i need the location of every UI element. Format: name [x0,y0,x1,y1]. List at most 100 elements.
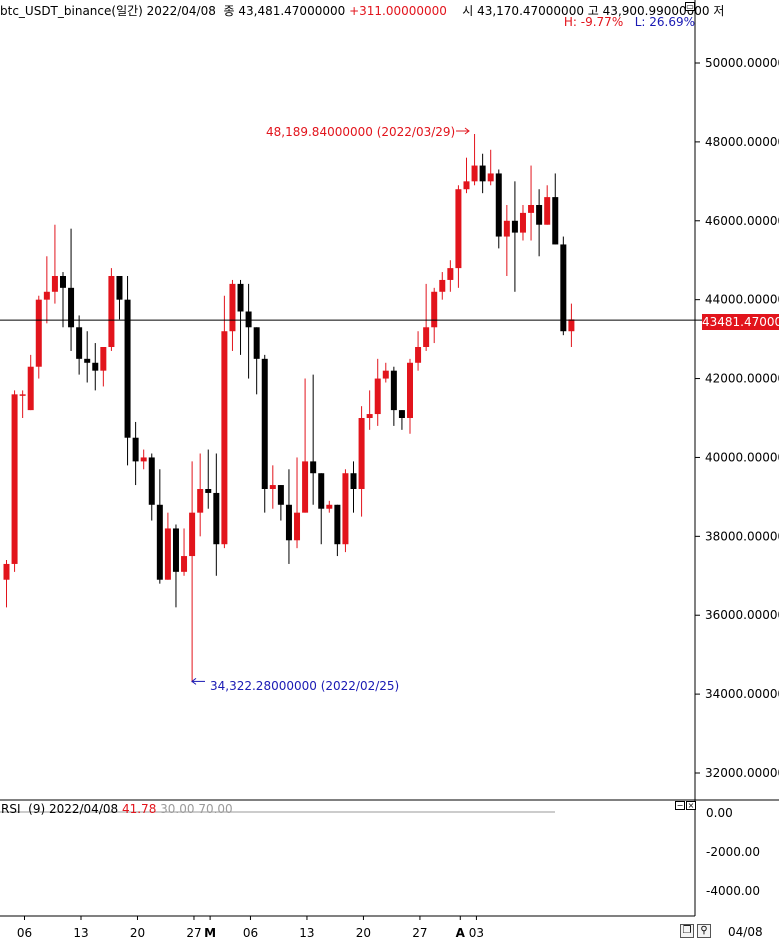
candle-body [390,370,397,411]
rsi-label: RSI [1,802,21,816]
candle [237,279,244,355]
candle [285,469,292,564]
candle [342,469,349,553]
date-tick-label: 20 [356,926,371,939]
candle-body [528,205,535,213]
low-label: 저 [713,4,725,18]
candle-body [181,556,188,572]
open-label: 시 [462,4,474,18]
candle [92,343,99,391]
date-tick-label: 13 [299,926,314,939]
candle [11,390,18,572]
candle [302,378,309,513]
current-price-text: 43481.470000 [702,315,779,329]
candle-body [148,457,155,505]
candle [415,331,422,371]
candle-body [463,181,470,190]
candle-body [245,311,252,328]
candle [269,465,276,509]
candle-body [471,165,478,182]
candle-body [415,347,422,363]
candle [326,500,333,513]
candle-body [568,319,575,332]
candle-body [156,504,163,580]
candle-body [407,362,413,418]
candle-body [124,299,131,438]
candle-body [479,165,486,182]
candle-body [164,528,171,580]
copy-icon[interactable]: ❐ [680,924,694,938]
rsi-params: (9) [28,802,46,816]
price-tick-label: 38000.000000 [705,529,779,543]
candle [495,169,502,249]
candle-body [495,173,502,237]
price-tick-label: 34000.000000 [705,687,779,701]
date-tick-label: 13 [73,926,88,939]
candle [205,449,212,509]
date-tick-label: 20 [130,926,145,939]
candle [59,272,66,328]
candle [197,453,204,537]
candle-body [108,276,115,347]
candle [294,457,301,549]
candle-body [172,528,179,572]
candle-body [3,563,10,580]
chart-minimize-button[interactable]: ▭ [685,2,695,11]
candle-body [310,461,317,474]
candle [310,374,317,505]
rsi-close-button[interactable]: × [686,801,696,810]
date-tick-label: 06 [17,926,32,939]
candle [455,185,462,288]
candle [318,473,325,545]
rsi-tick-1: -2000.00 [706,845,760,859]
candle-body [511,220,518,233]
candle-body [253,327,260,359]
candle-body [503,220,510,237]
rsi-value: 41.78 [121,802,157,816]
candle [536,189,543,257]
candle [172,524,179,608]
candle [245,283,252,379]
candle-body [302,461,309,513]
close-value: 43,481.47000000 [238,4,346,18]
candle-body [43,291,50,300]
candle [140,449,147,470]
candle-body [374,378,381,415]
max-arrow-head [464,127,470,135]
candle [544,185,551,225]
rsi-header: RSI (9) 2022/04/08 41.78 30.00 70.00 [1,802,233,816]
candle [189,461,196,683]
candle [3,560,10,608]
candle-body [229,283,236,332]
candle-body [358,418,365,489]
candle [511,181,518,292]
candle-body [366,414,373,418]
date-tick-label: A [456,926,466,939]
candle [181,528,188,576]
candle-body [536,205,543,225]
candle [358,406,365,517]
candle [390,366,397,426]
candle-body [11,394,18,564]
candle [447,260,454,292]
candle-body [237,283,244,312]
close-label: 종 [223,4,235,18]
candle [148,453,155,521]
candle-body [92,362,99,371]
high-label: 고 [587,4,599,18]
candle-body [269,485,276,489]
high-percent: H: -9.77% [563,15,624,29]
candle [27,354,34,411]
candle [124,276,131,466]
candle-body [519,212,526,233]
magnifier-icon[interactable]: ⚲ [697,924,711,938]
candle [503,205,510,276]
candle [43,256,50,324]
rsi-minimize-button[interactable]: − [675,801,685,810]
rsi-tick-2: -4000.00 [706,884,760,898]
candle-body [439,279,446,292]
price-tick-label: 40000.000000 [705,450,779,464]
candle [560,236,567,336]
candle [221,295,228,549]
